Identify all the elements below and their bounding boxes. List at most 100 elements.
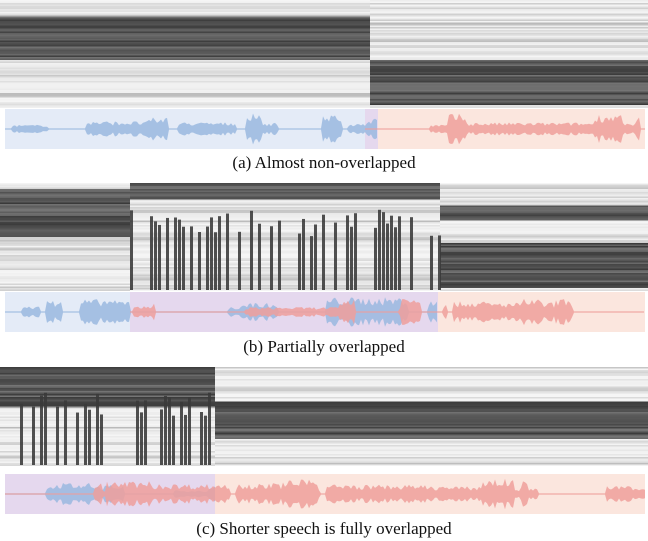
spectrogram-row bbox=[0, 290, 130, 292]
spectrogram-row bbox=[440, 276, 648, 278]
spectrogram-row bbox=[370, 93, 648, 95]
spectrogram-row bbox=[0, 242, 130, 244]
spectrogram-row bbox=[130, 194, 440, 196]
spectrogram-row bbox=[0, 421, 215, 423]
spectrogram-row bbox=[0, 236, 130, 238]
spectrogram-row bbox=[0, 372, 215, 374]
spectrogram-row bbox=[0, 245, 130, 247]
spectrogram-row bbox=[440, 233, 648, 235]
spectrogram-row bbox=[0, 415, 215, 417]
spectrogram-row bbox=[215, 402, 648, 404]
spectrogram-row bbox=[130, 188, 440, 190]
spectrogram-row bbox=[0, 438, 215, 440]
spectrogram-row bbox=[0, 68, 370, 70]
spectrogram-row bbox=[440, 212, 648, 214]
spectrogram-row bbox=[0, 20, 370, 22]
spectrogram-row bbox=[0, 420, 215, 422]
spectrogram-row bbox=[130, 284, 440, 286]
spectrogram-row bbox=[0, 5, 370, 7]
spectrogram-row bbox=[440, 281, 648, 283]
spectrogram-row bbox=[0, 459, 215, 461]
spectrogram-row bbox=[370, 47, 648, 49]
spectrogram-row bbox=[370, 80, 648, 82]
spectrogram-row bbox=[370, 39, 648, 41]
spectrogram-row bbox=[130, 228, 440, 230]
spectrogram-row bbox=[440, 264, 648, 266]
spectrogram-row bbox=[130, 245, 440, 247]
spectrogram-row bbox=[130, 282, 440, 284]
spectrogram-row bbox=[370, 105, 648, 107]
spectrogram-row bbox=[440, 285, 648, 287]
spectrogram-row bbox=[0, 53, 370, 55]
spectrogram-row bbox=[0, 270, 130, 272]
spectrogram-row bbox=[0, 56, 370, 58]
spectrogram-row bbox=[130, 287, 440, 289]
spectrogram-row bbox=[0, 17, 370, 19]
spectrogram-row bbox=[0, 258, 130, 260]
spectrogram-row bbox=[0, 272, 130, 274]
spectrogram-row bbox=[215, 406, 648, 408]
spectrogram-row bbox=[0, 264, 130, 266]
spectrogram-row bbox=[0, 213, 130, 215]
spectrogram-row bbox=[0, 59, 370, 61]
spectrogram-row bbox=[440, 267, 648, 269]
spectrogram-row bbox=[370, 6, 648, 8]
spectrogram-row bbox=[0, 74, 370, 76]
spectrogram-row bbox=[0, 279, 130, 281]
spectrogram-row bbox=[130, 237, 440, 239]
spectrogram-row bbox=[130, 222, 440, 224]
spectrogram-row bbox=[440, 282, 648, 284]
spectrogram-row bbox=[215, 441, 648, 443]
spectrogram-row bbox=[440, 287, 648, 289]
spectrogram-row bbox=[215, 384, 648, 386]
spectrogram-row bbox=[130, 249, 440, 251]
spectrogram-row bbox=[215, 376, 648, 378]
spectrogram-row bbox=[0, 212, 130, 214]
spectrogram-row bbox=[440, 197, 648, 199]
spectrogram-row bbox=[0, 63, 370, 65]
spectrogram-row bbox=[215, 390, 648, 392]
spectrogram-row bbox=[0, 105, 370, 107]
spectrogram-row bbox=[370, 57, 648, 59]
spectrogram-row bbox=[130, 290, 440, 292]
spectrogram-row bbox=[130, 212, 440, 214]
spectrogram-row bbox=[0, 239, 130, 241]
spectrogram-row bbox=[0, 101, 370, 103]
spectrogram-row bbox=[215, 433, 648, 435]
spectrogram-row bbox=[370, 99, 648, 101]
spectrogram-row bbox=[0, 96, 370, 98]
spectrogram-row bbox=[440, 203, 648, 205]
spectrogram-row bbox=[130, 246, 440, 248]
spectrogram-row bbox=[0, 38, 370, 40]
spectrogram-row bbox=[0, 444, 215, 446]
spectrogram-row bbox=[0, 215, 130, 217]
spectrogram-row bbox=[0, 282, 130, 284]
spectrogram-row bbox=[370, 24, 648, 26]
spectrogram-row bbox=[0, 93, 370, 95]
spectrogram-row bbox=[0, 439, 215, 441]
spectrogram-row bbox=[215, 426, 648, 428]
spectrogram-row bbox=[0, 400, 215, 402]
spectrogram-row bbox=[0, 0, 370, 2]
spectrogram-row bbox=[0, 254, 130, 256]
spectrogram-row bbox=[370, 56, 648, 58]
spectrogram-row bbox=[440, 234, 648, 236]
spectrogram-row bbox=[0, 36, 370, 38]
spectrogram-row bbox=[0, 189, 130, 191]
spectrogram-row bbox=[370, 75, 648, 77]
spectrogram-row bbox=[0, 102, 370, 104]
spectrogram-row bbox=[370, 2, 648, 4]
caption: (c) Shorter speech is fully overlapped bbox=[196, 519, 452, 538]
spectrogram-row bbox=[0, 257, 130, 259]
spectrogram-row bbox=[0, 436, 215, 438]
spectrogram-row bbox=[370, 66, 648, 68]
spectrogram-row bbox=[0, 463, 215, 465]
spectrogram-row bbox=[440, 201, 648, 203]
spectrogram-row bbox=[130, 258, 440, 260]
spectrogram-row bbox=[370, 54, 648, 56]
spectrogram-row bbox=[0, 86, 370, 88]
spectrogram-row bbox=[0, 3, 370, 5]
spectrogram-row bbox=[440, 254, 648, 256]
spectrogram-row bbox=[215, 411, 648, 413]
spectrogram-row bbox=[0, 210, 130, 212]
